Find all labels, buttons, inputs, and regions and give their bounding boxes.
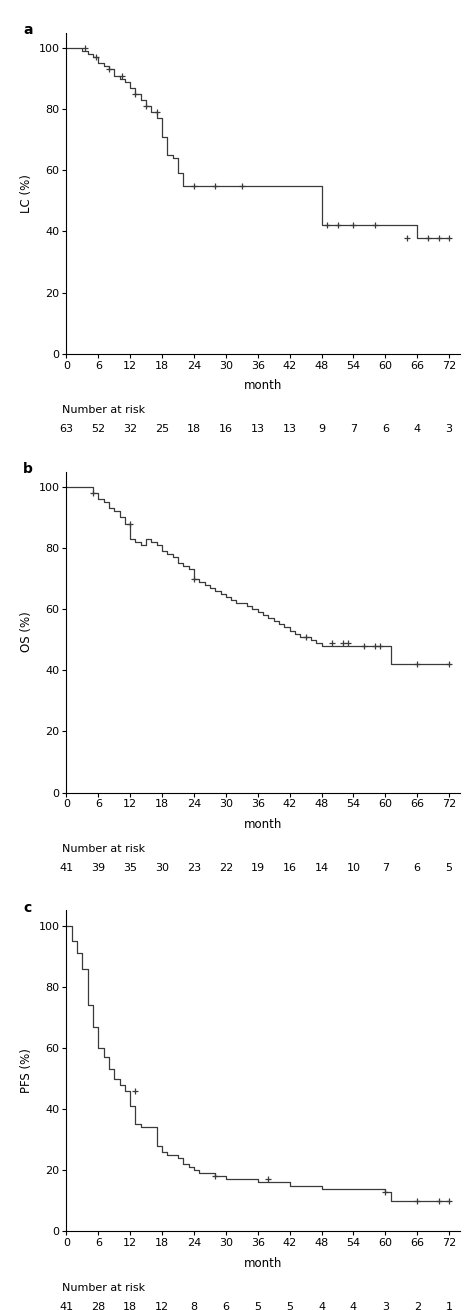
Text: 18: 18 — [123, 1302, 137, 1310]
Text: 5: 5 — [254, 1302, 261, 1310]
Text: 25: 25 — [155, 424, 169, 435]
Text: 16: 16 — [219, 424, 233, 435]
Text: month: month — [244, 1258, 282, 1271]
Text: 30: 30 — [155, 863, 169, 874]
Text: 22: 22 — [219, 863, 233, 874]
Text: 7: 7 — [382, 863, 389, 874]
Text: 14: 14 — [314, 863, 328, 874]
Text: 6: 6 — [222, 1302, 229, 1310]
Text: 19: 19 — [251, 863, 265, 874]
Text: 9: 9 — [318, 424, 325, 435]
Text: 10: 10 — [346, 863, 360, 874]
Text: 35: 35 — [123, 863, 137, 874]
Text: 3: 3 — [446, 424, 453, 435]
Text: 13: 13 — [251, 424, 265, 435]
Text: 1: 1 — [446, 1302, 453, 1310]
Text: month: month — [244, 380, 282, 393]
Text: c: c — [23, 901, 31, 914]
Text: 5: 5 — [286, 1302, 293, 1310]
Text: 4: 4 — [414, 424, 421, 435]
Text: 6: 6 — [382, 424, 389, 435]
Text: 2: 2 — [414, 1302, 421, 1310]
Text: 16: 16 — [283, 863, 297, 874]
Y-axis label: PFS (%): PFS (%) — [20, 1048, 33, 1094]
Text: 12: 12 — [155, 1302, 169, 1310]
Text: 6: 6 — [414, 863, 421, 874]
Text: b: b — [23, 462, 33, 476]
Text: 63: 63 — [59, 424, 73, 435]
Text: Number at risk: Number at risk — [63, 1282, 146, 1293]
Text: 18: 18 — [187, 424, 201, 435]
Text: month: month — [244, 819, 282, 832]
Text: Number at risk: Number at risk — [63, 844, 146, 854]
Text: 13: 13 — [283, 424, 297, 435]
Text: 23: 23 — [187, 863, 201, 874]
Text: 4: 4 — [350, 1302, 357, 1310]
Text: 28: 28 — [91, 1302, 105, 1310]
Y-axis label: LC (%): LC (%) — [20, 174, 33, 212]
Text: 41: 41 — [59, 1302, 73, 1310]
Text: 8: 8 — [191, 1302, 198, 1310]
Text: 52: 52 — [91, 424, 105, 435]
Text: 4: 4 — [318, 1302, 325, 1310]
Text: 5: 5 — [446, 863, 453, 874]
Y-axis label: OS (%): OS (%) — [20, 612, 33, 652]
Text: 41: 41 — [59, 863, 73, 874]
Text: 39: 39 — [91, 863, 105, 874]
Text: 32: 32 — [123, 424, 137, 435]
Text: 7: 7 — [350, 424, 357, 435]
Text: Number at risk: Number at risk — [63, 405, 146, 415]
Text: a: a — [23, 24, 33, 37]
Text: 3: 3 — [382, 1302, 389, 1310]
